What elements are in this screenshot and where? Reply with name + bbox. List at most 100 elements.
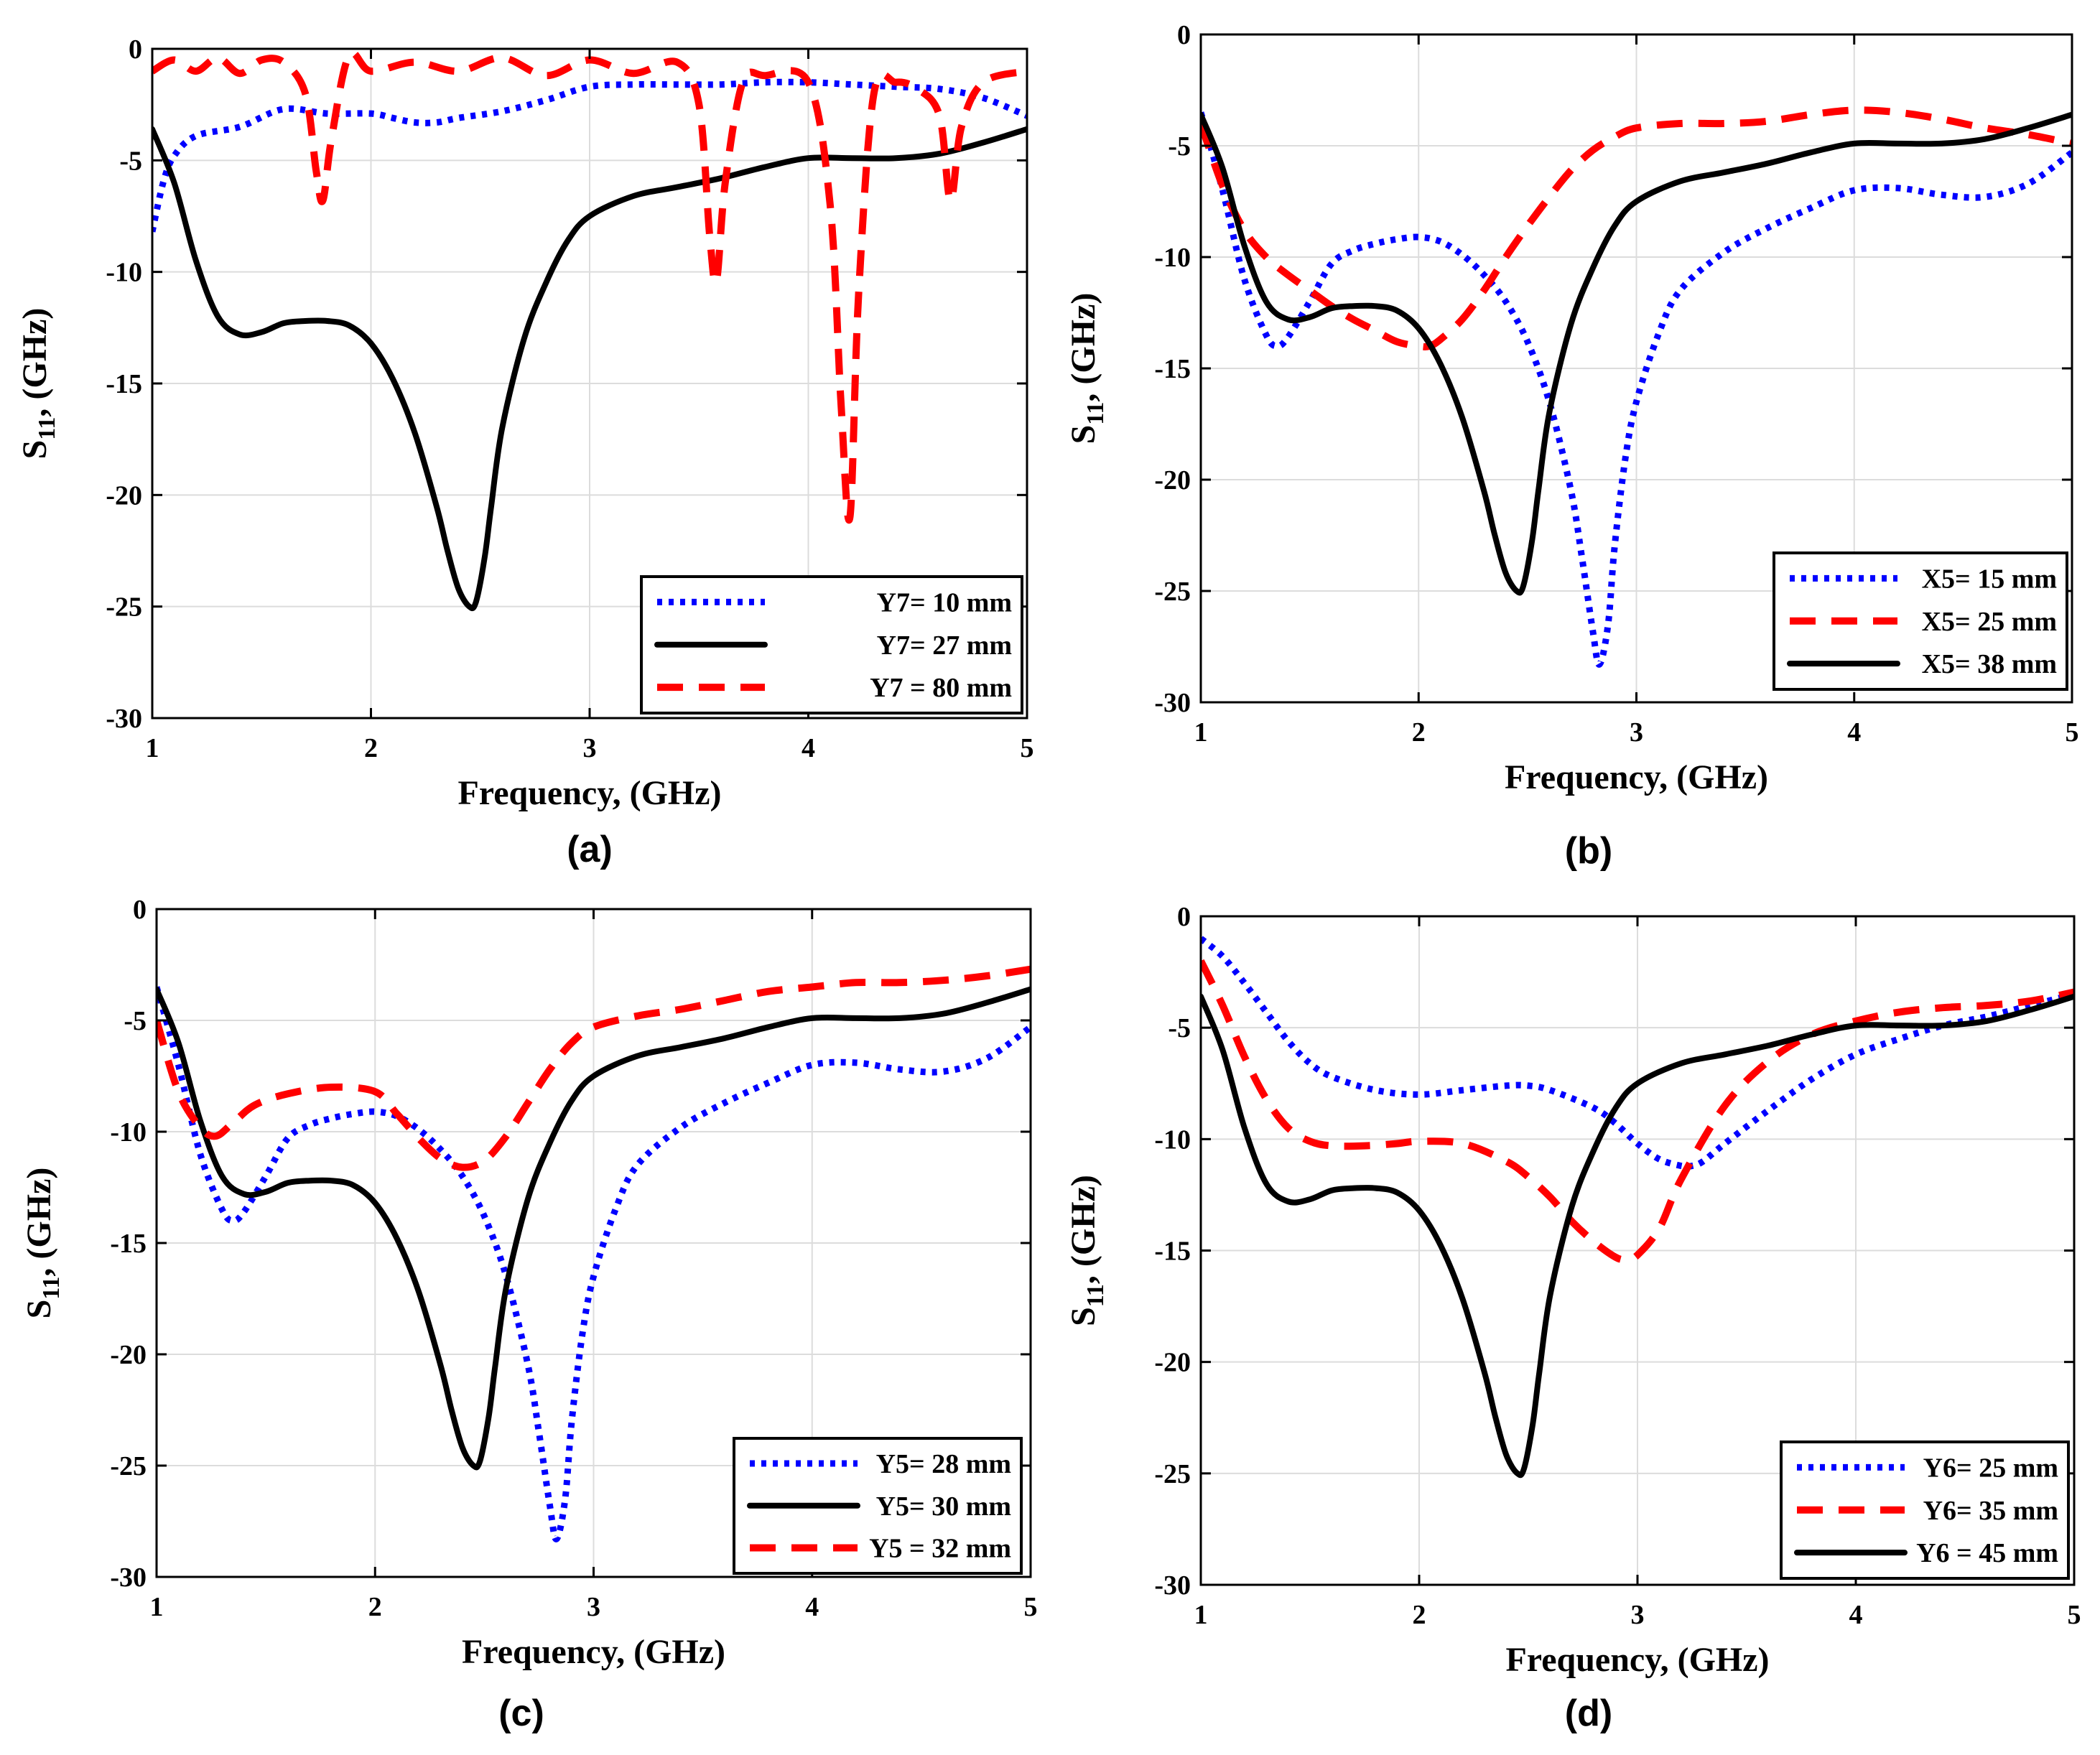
series-line-1 [157,986,1031,1542]
series-line-2 [1201,106,2072,350]
legend-label: X5= 38 mm [1922,649,2057,679]
y-tick-label: -5 [1168,1013,1191,1043]
y-tick-label: -10 [110,1117,147,1148]
legend-label: Y6= 35 mm [1923,1496,2058,1526]
x-tick-label: 4 [1849,1600,1863,1630]
legend: X5= 15 mm X5= 25 mm X5= 38 mm [1773,551,2068,691]
series-line-2 [157,986,1031,1471]
y-axis-title: S11, (GHz) [16,308,60,460]
y-tick-label: 0 [129,34,142,65]
series-line-3 [1201,111,2072,596]
y-tick-label: -30 [1154,1570,1191,1601]
x-tick-label: 4 [802,733,815,763]
x-tick-label: 1 [1194,717,1208,748]
x-tick-label: 4 [805,1592,819,1622]
x-tick-label: 3 [1631,1600,1645,1630]
y-tick-label: 0 [1177,902,1191,932]
legend-label: Y6= 25 mm [1923,1453,2058,1483]
y-axis-title-rest: , (GHz) [1064,1175,1102,1284]
y-axis-title: S11, (GHz) [1064,1175,1109,1326]
y-tick-label: -30 [1154,688,1191,718]
y-tick-label: -5 [124,1006,147,1036]
series-line-1 [152,78,1027,233]
panel-label: (c) [498,1693,544,1734]
legend-label: Y5= 28 mm [876,1449,1011,1479]
y-axis-title-rest: , (GHz) [1064,293,1102,402]
chart-panel-4: 1 2 3 4 5 0 -5 -10 -15 -20 -25 -30 Frequency, (GHz) S… [1064,902,2081,1734]
panel-label: (b) [1565,830,1612,872]
y-axis-title: S11, (GHz) [1064,293,1109,444]
y-tick-label: -25 [106,592,142,623]
y-tick-label: 0 [1177,20,1191,50]
x-tick-label: 2 [1413,1600,1426,1630]
series-line-2 [1201,959,2074,1264]
y-tick-label: -15 [110,1229,147,1259]
y-tick-label: -15 [1154,354,1191,384]
x-tick-label: 1 [146,733,159,763]
x-axis-title: Frequency, (GHz) [462,1633,725,1671]
x-tick-label: 2 [1412,717,1426,748]
y-tick-label: -10 [1154,1125,1191,1155]
x-axis-title: Frequency, (GHz) [1505,758,1768,796]
x-tick-label: 3 [583,733,597,763]
chart-panel-1: 1 2 3 4 5 0 -5 -10 -15 -20 -25 -30 Frequency, (GHz) S… [16,34,1034,870]
y-axis-title: S11, (GHz) [20,1168,65,1319]
x-tick-label: 5 [2068,1600,2081,1630]
legend-label: Y6 = 45 mm [1916,1538,2058,1568]
y-axis-title-main: S [20,1300,58,1319]
x-tick-label: 4 [1847,717,1861,748]
series-line-3 [157,965,1031,1171]
x-tick-label: 3 [1630,717,1643,748]
x-tick-label: 5 [2066,717,2079,748]
legend: Y5= 28 mm Y5= 30 mm Y5 = 32 mm [733,1437,1023,1575]
series-line-1 [1201,111,2072,668]
y-tick-label: -10 [1154,243,1191,273]
y-tick-label: -25 [1154,1459,1191,1489]
legend-label: Y5 = 32 mm [869,1534,1011,1564]
x-tick-label: 1 [1194,1600,1208,1630]
x-tick-label: 1 [150,1592,164,1622]
y-axis-title-rest: , (GHz) [20,1168,58,1277]
y-tick-label: -5 [119,146,142,176]
legend-label: Y5= 30 mm [876,1491,1011,1522]
x-tick-label: 3 [587,1592,600,1622]
legend: Y7= 10 mm Y7= 27 mm Y7 = 80 mm [640,575,1023,714]
y-tick-label: -25 [1154,577,1191,607]
y-tick-label: -20 [1154,465,1191,495]
y-axis-title-rest: , (GHz) [16,308,54,417]
y-tick-label: -30 [106,704,142,734]
y-axis-title-main: S [1064,425,1102,444]
legend-label: Y7= 27 mm [877,630,1012,661]
legend-label: Y7 = 80 mm [870,673,1012,703]
panel-label: (d) [1565,1693,1612,1734]
x-tick-label: 5 [1024,1592,1038,1622]
legend-label: X5= 15 mm [1922,564,2057,594]
series-line-1 [1201,936,2074,1170]
y-tick-label: -15 [1154,1237,1191,1267]
y-tick-label: -20 [110,1340,147,1370]
x-tick-label: 2 [364,733,378,763]
y-axis-title-sub: 11 [1082,402,1109,425]
y-axis-title-main: S [1064,1307,1102,1326]
x-axis-title: Frequency, (GHz) [1505,1641,1769,1679]
series-line-2 [152,126,1027,612]
y-axis-title-main: S [16,440,54,460]
series-line-3 [1201,993,2074,1479]
x-tick-label: 2 [368,1592,382,1622]
legend: Y6= 25 mm Y6= 35 mm Y6 = 45 mm [1780,1440,2070,1580]
legend-box [1773,551,2068,691]
legend-label: Y7= 10 mm [877,587,1012,618]
y-tick-label: -20 [106,480,142,511]
x-axis-title: Frequency, (GHz) [457,774,721,812]
y-tick-label: -20 [1154,1348,1191,1378]
legend-label: X5= 25 mm [1922,607,2057,637]
y-tick-label: -10 [106,258,142,288]
chart-panel-3: 1 2 3 4 5 0 -5 -10 -15 -20 -25 -30 Frequency, (GHz) S… [20,895,1038,1734]
y-tick-label: -15 [106,369,142,399]
y-tick-label: -5 [1168,131,1191,162]
y-axis-title-sub: 11 [1082,1284,1109,1307]
chart-panel-2: 1 2 3 4 5 0 -5 -10 -15 -20 -25 -30 Frequency, (GHz) S… [1064,20,2079,872]
panel-label: (a) [567,829,613,870]
y-tick-label: 0 [133,895,147,925]
